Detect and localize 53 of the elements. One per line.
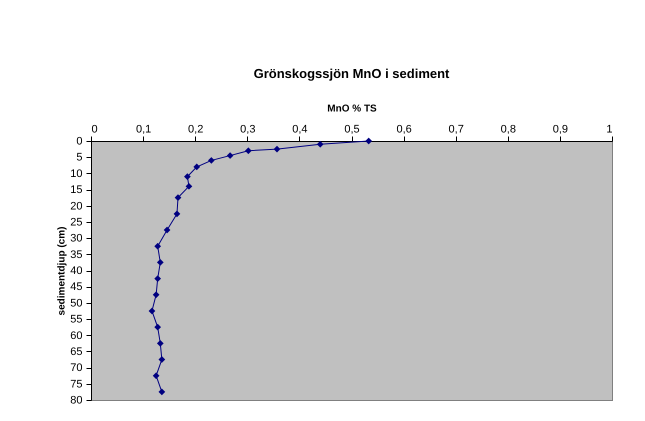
point (365, 138, 372, 144)
point (156, 259, 164, 266)
x-tick-label: 0,3 (240, 124, 256, 136)
point (148, 308, 156, 314)
point (154, 275, 162, 282)
y-tick-label: 65 (70, 346, 82, 358)
point (244, 147, 252, 154)
point (208, 157, 215, 164)
point (154, 242, 162, 250)
x-axis-title: MnO % TS (327, 104, 378, 114)
x-tick-label: 0,7 (448, 124, 464, 136)
point (226, 152, 234, 159)
y-tick-label: 30 (70, 232, 82, 245)
point (158, 356, 166, 363)
y-tick-label: 70 (70, 362, 82, 374)
point (316, 140, 324, 148)
point (274, 146, 280, 152)
y-tick-label: 20 (70, 200, 82, 212)
y-axis-title: sedimentdjup (cm) (56, 226, 68, 316)
y-tick-label: 50 (70, 297, 82, 310)
y-tick-label: 15 (70, 184, 82, 196)
point (152, 372, 160, 380)
y-tick-label: 75 (70, 378, 82, 390)
point (184, 173, 191, 180)
point (174, 210, 180, 218)
x-tick-label: 0,8 (500, 124, 516, 136)
y-tick-label: 10 (70, 168, 82, 180)
y-tick-label: 35 (70, 248, 82, 261)
point (193, 164, 200, 170)
y-tick-label: 0 (76, 136, 82, 148)
y-tick-label: 25 (70, 216, 82, 228)
point (154, 324, 162, 331)
point (158, 388, 166, 396)
x-tick-label: 1 (606, 124, 612, 136)
x-tick-label: 0,2 (188, 124, 204, 136)
y-tick-label: 55 (70, 314, 82, 326)
y-tick-label: 45 (70, 281, 82, 294)
y-tick-label: 80 (70, 394, 82, 406)
chart-title: Grönskogssjön MnO i sediment (254, 66, 450, 81)
x-tick-label: 0,1 (136, 124, 152, 136)
point (164, 226, 170, 234)
x-tick-label: 0,5 (344, 124, 360, 136)
point (186, 182, 192, 190)
point (174, 194, 182, 202)
y-tick-label: 60 (70, 330, 82, 342)
x-tick-label: 0,4 (292, 124, 308, 136)
point (156, 340, 164, 347)
y-tick-label: 40 (70, 265, 82, 277)
y-tick-label: 5 (76, 152, 82, 164)
x-tick-label: 0,6 (396, 124, 412, 136)
x-tick-label: 0 (92, 124, 98, 136)
x-tick-label: 0,9 (552, 124, 568, 136)
point (152, 291, 160, 298)
